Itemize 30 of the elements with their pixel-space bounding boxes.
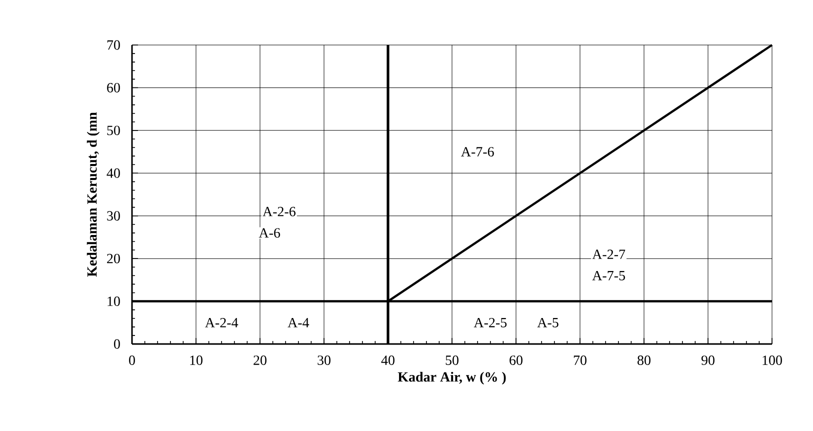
- annotation: A-2-4: [205, 318, 238, 328]
- y-axis-title: Kedalaman Kerucut, d (mn: [86, 112, 100, 277]
- annotation: A-5: [537, 318, 558, 328]
- x-tick-label: 30: [318, 356, 330, 365]
- y-tick-label: 10: [108, 296, 120, 306]
- x-tick-label: 10: [190, 356, 202, 365]
- annotation: A-6: [258, 228, 280, 238]
- y-tick-label: 50: [107, 126, 120, 136]
- y-tick-label: 0: [114, 339, 120, 349]
- y-tick-label: 40: [106, 168, 120, 178]
- annotation: A-7-6: [461, 147, 494, 156]
- annotation: A-2-6: [262, 206, 296, 216]
- x-tick-label: 50: [446, 356, 458, 365]
- x-tick-label: 90: [701, 356, 714, 365]
- y-tick-label: 60: [107, 82, 120, 92]
- annotation: A-2-5: [474, 318, 507, 328]
- annotation: A-2-7: [592, 250, 626, 259]
- x-axis-title: Kadar Air, w (% ): [398, 372, 506, 385]
- annotation: A-7-5: [592, 270, 625, 280]
- x-tick-label: 80: [638, 356, 650, 365]
- x-tick-label: 70: [574, 356, 586, 365]
- x-tick-label: 20: [254, 356, 266, 365]
- annotation: A-4: [288, 318, 310, 328]
- x-tick-label: 100: [762, 356, 782, 365]
- y-tick-label: 30: [107, 211, 120, 221]
- x-tick-label: 60: [510, 356, 522, 365]
- y-tick-label: 70: [107, 40, 120, 50]
- x-tick-label: 0: [129, 356, 135, 365]
- x-tick-label: 40: [381, 356, 394, 365]
- y-tick-label: 20: [107, 254, 120, 264]
